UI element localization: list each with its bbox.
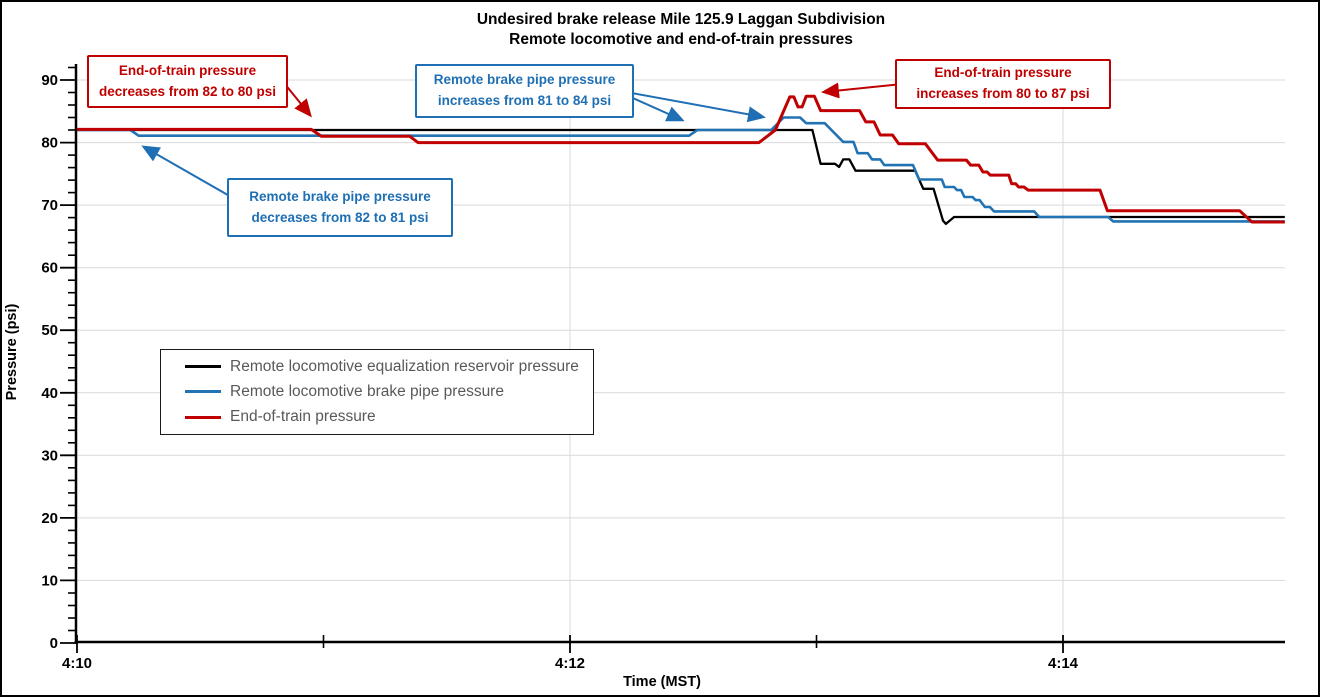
x-tick-label: 4:12 — [555, 655, 585, 672]
y-tick-label: 20 — [41, 510, 58, 527]
annotation-bpp-decrease: Remote brake pipe pressure decreases fro… — [227, 178, 453, 237]
x-tick-label: 4:10 — [62, 655, 92, 672]
annotation-text: decreases from 82 to 81 psi — [251, 209, 429, 225]
annotation-text: End-of-train pressure — [118, 62, 257, 78]
x-axis-ticks: 4:10 4:12 4:14 — [62, 635, 1079, 672]
y-tick-label: 10 — [41, 572, 58, 589]
annotation-text: increases from 81 to 84 psi — [437, 93, 612, 108]
y-tick-label: 0 — [50, 635, 58, 652]
legend-label: End-of-train pressure — [230, 408, 376, 426]
chart-title-line2: Remote locomotive and end-of-train press… — [509, 31, 853, 49]
axis-lines — [74, 64, 1285, 644]
legend-swatch-blue-line — [185, 390, 221, 394]
annotation-text: End-of-train pressure — [934, 65, 1072, 81]
annotation-text: Remote brake pipe pressure — [249, 188, 431, 204]
legend-item-equalization-reservoir: Remote locomotive equalization reservoir… — [185, 358, 593, 376]
legend-label: Remote locomotive equalization reservoir… — [230, 357, 579, 375]
legend-item-brake-pipe: Remote locomotive brake pipe pressure — [185, 383, 593, 401]
legend-label: Remote locomotive brake pipe pressure — [230, 382, 504, 400]
legend-swatch-red-line — [185, 415, 221, 419]
arrow-bpp-increase-1 — [625, 94, 685, 122]
series-line-2 — [77, 94, 1285, 224]
x-axis-title: Time (MST) — [623, 674, 701, 690]
chart-legend: Remote locomotive equalization reservoir… — [160, 349, 594, 435]
x-tick-label: 4:14 — [1048, 655, 1079, 672]
annotation-text: increases from 80 to 87 psi — [916, 86, 1090, 101]
annotation-text: decreases from 82 to 80 psi — [98, 83, 277, 99]
annotation-eot-decrease: End-of-train pressure decreases from 82 … — [87, 55, 288, 108]
y-tick-label: 40 — [41, 385, 58, 402]
arrow-bpp-increase-2 — [625, 91, 766, 123]
annotation-text: Remote brake pipe pressure — [433, 72, 616, 88]
y-tick-label: 70 — [41, 197, 58, 214]
y-tick-label: 80 — [41, 135, 58, 152]
annotation-bpp-increase: Remote brake pipe pressure increases fro… — [415, 64, 634, 118]
y-tick-label: 90 — [41, 72, 58, 89]
series-line-0 — [77, 128, 1285, 226]
legend-swatch-black-line — [185, 365, 221, 369]
arrow-eot-increase — [821, 82, 903, 99]
y-tick-label: 30 — [41, 447, 58, 464]
legend-item-end-of-train: End-of-train pressure — [185, 408, 593, 426]
chart-title-line1: Undesired brake release Mile 125.9 Lagga… — [476, 11, 886, 28]
y-tick-label: 50 — [41, 322, 58, 339]
annotation-eot-increase: End-of-train pressure increases from 80 … — [895, 59, 1111, 109]
chart-title: Undesired brake release Mile 125.9 Lagga… — [77, 10, 1285, 50]
y-tick-label: 60 — [41, 260, 58, 277]
